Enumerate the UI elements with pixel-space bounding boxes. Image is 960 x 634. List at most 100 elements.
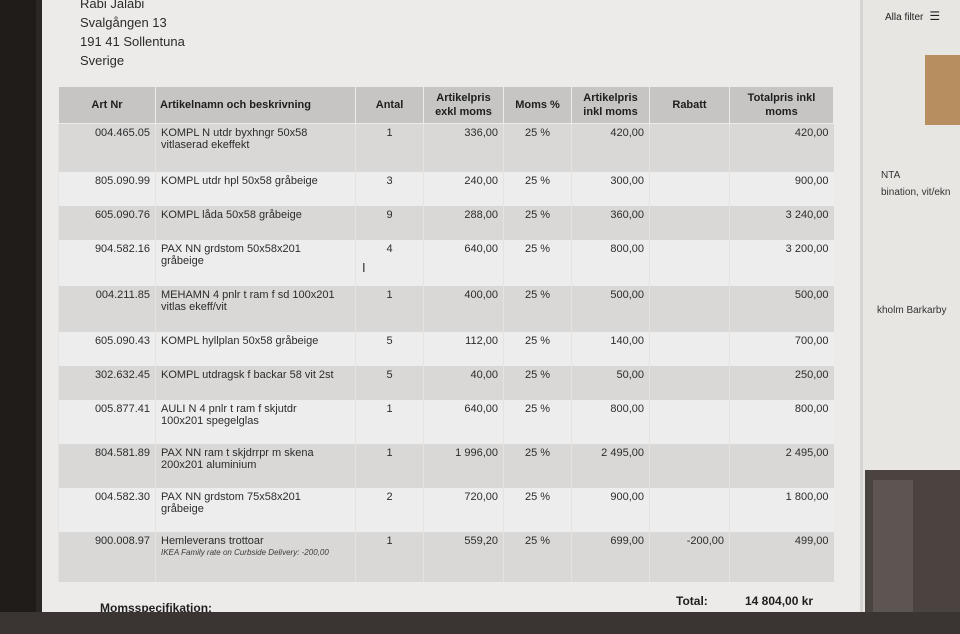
item-name-line: KOMPL N utdr byxhngr 50x58	[161, 127, 308, 139]
cell-art-nr: 605.090.76	[58, 205, 156, 240]
cell-price-excl: 559,20	[423, 531, 504, 582]
cell-price-incl: 360,00	[571, 205, 650, 240]
cell-rabatt	[649, 331, 730, 366]
item-name-line: PAX NN grdstom 75x58x201	[161, 490, 301, 503]
table-header: Art Nr Artikelnamn och beskrivning Antal…	[58, 86, 834, 124]
col-moms: Moms %	[503, 86, 572, 124]
all-filters-button[interactable]: Alla filter ☰	[885, 9, 940, 23]
cell-art-nr: 805.090.99	[58, 171, 156, 206]
monitor-bezel	[0, 0, 36, 634]
cell-total: 3 240,00	[729, 205, 834, 240]
cell-total: 2 495,00	[729, 443, 834, 488]
cell-total: 499,00	[729, 531, 834, 582]
cell-moms: 25 %	[503, 205, 572, 240]
background-text: NTA	[881, 170, 901, 181]
filter-icon: ☰	[929, 9, 941, 23]
table-row: 804.581.89 PAX NN ram t skjdrrpr m skena 2…	[58, 443, 834, 488]
cell-name: KOMPL hyllplan 50x58 gråbeige	[155, 331, 356, 366]
cell-art-nr: 605.090.43	[58, 331, 156, 366]
country: Sverige	[80, 53, 125, 68]
cell-antal: 1	[355, 123, 424, 172]
cell-price-excl: 40,00	[423, 365, 504, 400]
cell-antal: 9	[355, 205, 424, 240]
cell-moms: 25 %	[503, 171, 572, 206]
col-price-excl: Artikelpris exkl moms	[423, 86, 504, 124]
item-name-line: KOMPL hyllplan 50x58 gråbeige	[161, 334, 319, 347]
filter-label: Alla filter	[885, 12, 924, 23]
cell-rabatt	[649, 443, 730, 488]
cell-antal: 1	[355, 285, 424, 332]
postal-city: 191 41 Sollentuna	[80, 34, 185, 49]
vat-specification-label: Momsspecifikation:	[100, 601, 213, 615]
cell-rabatt	[649, 285, 730, 332]
table-row: 004.211.85 MEHAMN 4 pnlr t ram f sd 100x2…	[58, 285, 834, 332]
col-rabatt: Rabatt	[649, 86, 730, 124]
total-label: Total:	[676, 594, 708, 608]
cell-rabatt	[649, 487, 730, 532]
item-description-line: 100x201 spegelglas	[161, 414, 259, 427]
cell-total: 700,00	[729, 331, 834, 366]
delivery-address: Rabi Jalabi Svalgången 13 191 41 Sollent…	[80, 0, 185, 70]
customer-name: Rabi Jalabi	[80, 0, 145, 11]
cell-name: Hemleverans trottoar IKEA Family rate on …	[155, 531, 356, 582]
cell-total: 250,00	[729, 365, 834, 400]
cell-price-excl: 336,00	[423, 123, 504, 172]
item-name-line: PAX NN ram t skjdrrpr m skena	[161, 446, 314, 459]
cell-price-incl: 50,00	[571, 365, 650, 400]
cell-art-nr: 004.465.05	[58, 123, 156, 172]
background-text: kholm Barkarby	[877, 305, 947, 316]
cell-name: KOMPL N utdr byxhngr 50x58 vitlaserad eke…	[155, 123, 356, 172]
cell-art-nr: 302.632.45	[58, 365, 156, 400]
col-art-nr: Art Nr	[58, 86, 156, 124]
wardrobe-image	[865, 470, 960, 634]
table-row: 900.008.97 Hemleverans trottoar IKEA Famil…	[58, 531, 834, 582]
table-row: 605.090.76 KOMPL låda 50x58 gråbeige 9 288,…	[58, 205, 834, 240]
cell-antal: 4	[355, 239, 424, 286]
cell-name: KOMPL låda 50x58 gråbeige	[155, 205, 356, 240]
cell-rabatt: -200,00	[649, 531, 730, 582]
cell-rabatt	[649, 123, 730, 172]
cell-moms: 25 %	[503, 123, 572, 172]
cell-total: 420,00	[729, 123, 834, 172]
cell-total: 1 800,00	[729, 487, 834, 532]
item-note: IKEA Family rate on Curbside Delivery: -…	[161, 547, 329, 557]
cell-name: PAX NN ram t skjdrrpr m skena 200x201 alu…	[155, 443, 356, 488]
cell-price-incl: 420,00	[571, 123, 650, 172]
item-name-line: MEHAMN 4 pnlr t ram f sd 100x201	[161, 288, 335, 301]
item-name-line: KOMPL utdragsk f backar 58 vit 2st	[161, 368, 334, 381]
cell-price-excl: 640,00	[423, 239, 504, 286]
cell-moms: 25 %	[503, 239, 572, 286]
cell-price-excl: 240,00	[423, 171, 504, 206]
cell-art-nr: 804.581.89	[58, 443, 156, 488]
item-name-line: KOMPL utdr hpl 50x58 gråbeige	[161, 174, 318, 187]
item-description-line: vitlaserad ekeffekt	[161, 139, 250, 151]
table-row: 302.632.45 KOMPL utdragsk f backar 58 vit…	[58, 365, 834, 400]
cell-moms: 25 %	[503, 365, 572, 400]
cell-price-incl: 900,00	[571, 487, 650, 532]
cell-antal: 5	[355, 331, 424, 366]
cell-price-excl: 640,00	[423, 399, 504, 444]
cell-name: AULI N 4 pnlr t ram f skjutdr 100x201 spe…	[155, 399, 356, 444]
item-name-line: KOMPL låda 50x58 gråbeige	[161, 208, 302, 221]
cell-total: 500,00	[729, 285, 834, 332]
cell-art-nr: 900.008.97	[58, 531, 156, 582]
text-cursor-icon: I	[362, 260, 366, 275]
background-text: bination, vit/ekn	[881, 187, 951, 198]
col-name: Artikelnamn och beskrivning	[155, 86, 356, 124]
col-price-incl: Artikelpris inkl moms	[571, 86, 650, 124]
item-description-line: vitlas ekeff/vit	[161, 300, 227, 313]
cell-price-incl: 800,00	[571, 239, 650, 286]
cell-price-incl: 699,00	[571, 531, 650, 582]
cell-name: PAX NN grdstom 75x58x201 gråbeige	[155, 487, 356, 532]
item-description-line: 200x201 aluminium	[161, 458, 257, 471]
street: Svalgången 13	[80, 15, 167, 30]
cell-price-excl: 288,00	[423, 205, 504, 240]
cell-price-incl: 300,00	[571, 171, 650, 206]
col-total: Totalpris inkl moms	[729, 86, 834, 124]
order-table: Art Nr Artikelnamn och beskrivning Antal…	[58, 86, 834, 582]
cell-moms: 25 %	[503, 531, 572, 582]
cell-art-nr: 004.582.30	[58, 487, 156, 532]
cell-price-incl: 140,00	[571, 331, 650, 366]
product-image	[925, 55, 960, 125]
cell-price-incl: 500,00	[571, 285, 650, 332]
